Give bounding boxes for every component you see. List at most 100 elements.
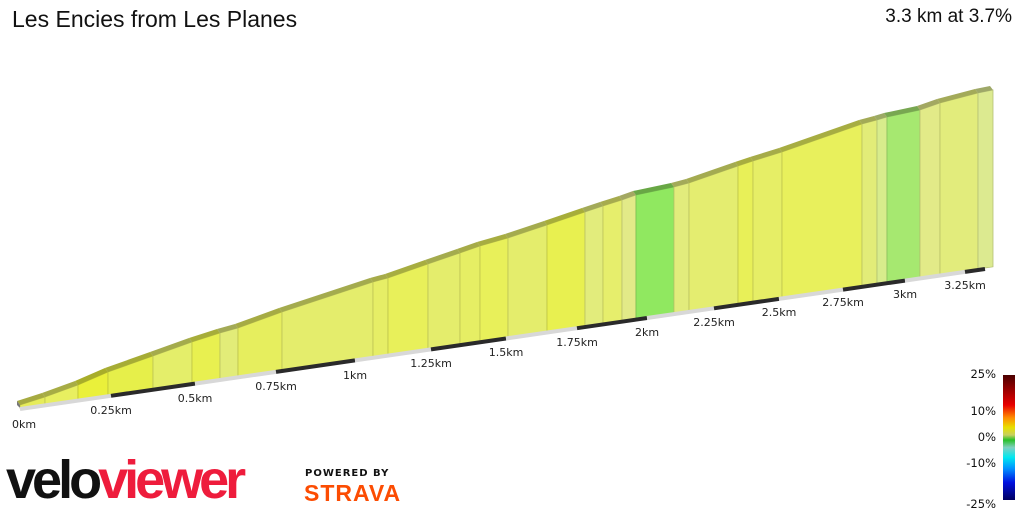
distance-axis-band bbox=[646, 306, 715, 321]
profile-segment bbox=[939, 92, 979, 275]
profile-segment-top bbox=[235, 308, 282, 328]
distance-axis-band bbox=[576, 316, 648, 331]
distance-axis bbox=[19, 267, 986, 411]
profile-segment bbox=[886, 109, 921, 283]
gradient-legend: 25% 10% 0% -10% -25% bbox=[960, 367, 1024, 512]
profile-segment bbox=[876, 116, 888, 285]
profile-segment-top bbox=[505, 221, 547, 238]
distance-tick-label: 0.25km bbox=[90, 404, 132, 417]
legend-label-10: 10% bbox=[970, 404, 996, 418]
distance-tick-label: 3.25km bbox=[944, 279, 986, 292]
profile-segment-top bbox=[975, 86, 993, 93]
profile-segment-top bbox=[619, 191, 636, 200]
legend-label-0: 0% bbox=[977, 430, 996, 444]
distance-tick-labels: 0km 0.25km 0.5km 0.75km 1km 1.25km 1.5km 1.75km… bbox=[12, 279, 986, 431]
distance-axis-band bbox=[842, 278, 906, 292]
distance-axis-band bbox=[275, 358, 356, 374]
profile-segment-top bbox=[600, 196, 622, 206]
distance-axis-band bbox=[194, 369, 277, 386]
profile-segment bbox=[737, 160, 754, 305]
profile-segment-top bbox=[370, 274, 388, 282]
legend-label-neg25: -25% bbox=[966, 497, 996, 511]
profile-segment-top bbox=[874, 113, 887, 120]
route-title: Les Encies from Les Planes bbox=[12, 6, 298, 32]
profile-segment bbox=[621, 194, 637, 322]
distance-tick-label: 1km bbox=[343, 369, 367, 382]
gradient-color-scale bbox=[1003, 375, 1015, 500]
profile-segment bbox=[479, 237, 509, 342]
distance-tick-label: 1.75km bbox=[556, 336, 598, 349]
distance-tick-label: 2.75km bbox=[822, 296, 864, 309]
profile-segment bbox=[584, 205, 604, 327]
profile-segment bbox=[507, 224, 548, 338]
powered-by-label: POWERED BY bbox=[305, 468, 390, 479]
profile-segments bbox=[17, 86, 994, 409]
distance-axis-band bbox=[713, 296, 780, 311]
profile-segment-top bbox=[217, 324, 238, 333]
profile-segment-top bbox=[425, 249, 460, 264]
profile-segment bbox=[688, 165, 739, 312]
profile-segment bbox=[387, 263, 429, 356]
legend-label-neg10: -10% bbox=[966, 456, 996, 470]
profile-segment bbox=[977, 89, 994, 270]
profile-segment-top bbox=[884, 106, 920, 117]
profile-segment bbox=[219, 327, 239, 380]
profile-segment bbox=[781, 123, 863, 298]
profile-segment-top bbox=[544, 208, 585, 225]
profile-segment-top bbox=[42, 381, 78, 397]
legend-label-25: 25% bbox=[970, 367, 996, 381]
profile-segment bbox=[752, 151, 783, 303]
profile-segment-top bbox=[633, 183, 674, 195]
distance-tick-label: 0.5km bbox=[178, 392, 213, 405]
profile-segment-top bbox=[279, 278, 373, 312]
distance-tick-label: 3km bbox=[893, 288, 917, 301]
profile-segment-top bbox=[150, 338, 192, 356]
distance-tick-label: 1.25km bbox=[410, 357, 452, 370]
profile-segment bbox=[546, 211, 586, 333]
profile-segment-top bbox=[457, 242, 480, 253]
veloviewer-logo: veloviewer bbox=[6, 450, 246, 510]
profile-segment-top bbox=[105, 352, 153, 372]
profile-segment-top bbox=[735, 157, 753, 166]
profile-segment bbox=[372, 277, 389, 358]
profile-segment-top bbox=[750, 148, 782, 161]
profile-segment-top bbox=[189, 329, 220, 342]
distance-tick-label: 0.75km bbox=[255, 380, 297, 393]
profile-segment-top bbox=[17, 393, 45, 405]
profile-segment bbox=[602, 199, 623, 324]
profile-segment-top bbox=[686, 162, 738, 183]
distance-axis-band bbox=[110, 381, 196, 398]
profile-segment bbox=[919, 102, 941, 278]
profile-segment-top bbox=[75, 368, 108, 385]
logo-viewer-text: viewer bbox=[98, 450, 246, 510]
logo-velo-text: velo bbox=[6, 450, 102, 510]
profile-segment-top bbox=[671, 179, 689, 187]
profile-segment-top bbox=[385, 260, 428, 278]
profile-segment bbox=[427, 252, 461, 350]
distance-axis-band bbox=[354, 347, 432, 363]
route-summary: 3.3 km at 3.7% bbox=[885, 6, 1012, 27]
distance-axis-band bbox=[505, 326, 578, 341]
profile-segment-top bbox=[477, 234, 508, 246]
profile-segment-top bbox=[779, 120, 862, 152]
distance-tick-label: 2.25km bbox=[693, 316, 735, 329]
profile-start-cap bbox=[17, 401, 20, 408]
distance-tick-label: 2km bbox=[635, 326, 659, 339]
profile-segment bbox=[459, 245, 481, 345]
profile-segment bbox=[673, 182, 690, 314]
profile-segment-top bbox=[859, 116, 877, 124]
distance-axis-band bbox=[19, 393, 112, 411]
distance-axis-band bbox=[904, 269, 966, 283]
profile-segment-top bbox=[937, 89, 978, 103]
profile-segment-top bbox=[582, 202, 603, 212]
distance-tick-label: 1.5km bbox=[489, 346, 524, 359]
distance-tick-label: 0km bbox=[12, 418, 36, 431]
profile-segment-top bbox=[917, 99, 940, 110]
distance-axis-band bbox=[778, 287, 844, 301]
distance-axis-band bbox=[430, 336, 507, 352]
profile-segment bbox=[635, 186, 675, 320]
distance-axis-band bbox=[964, 267, 986, 274]
distance-tick-label: 2.5km bbox=[762, 306, 797, 319]
strava-logo: STRAVA bbox=[304, 480, 402, 506]
